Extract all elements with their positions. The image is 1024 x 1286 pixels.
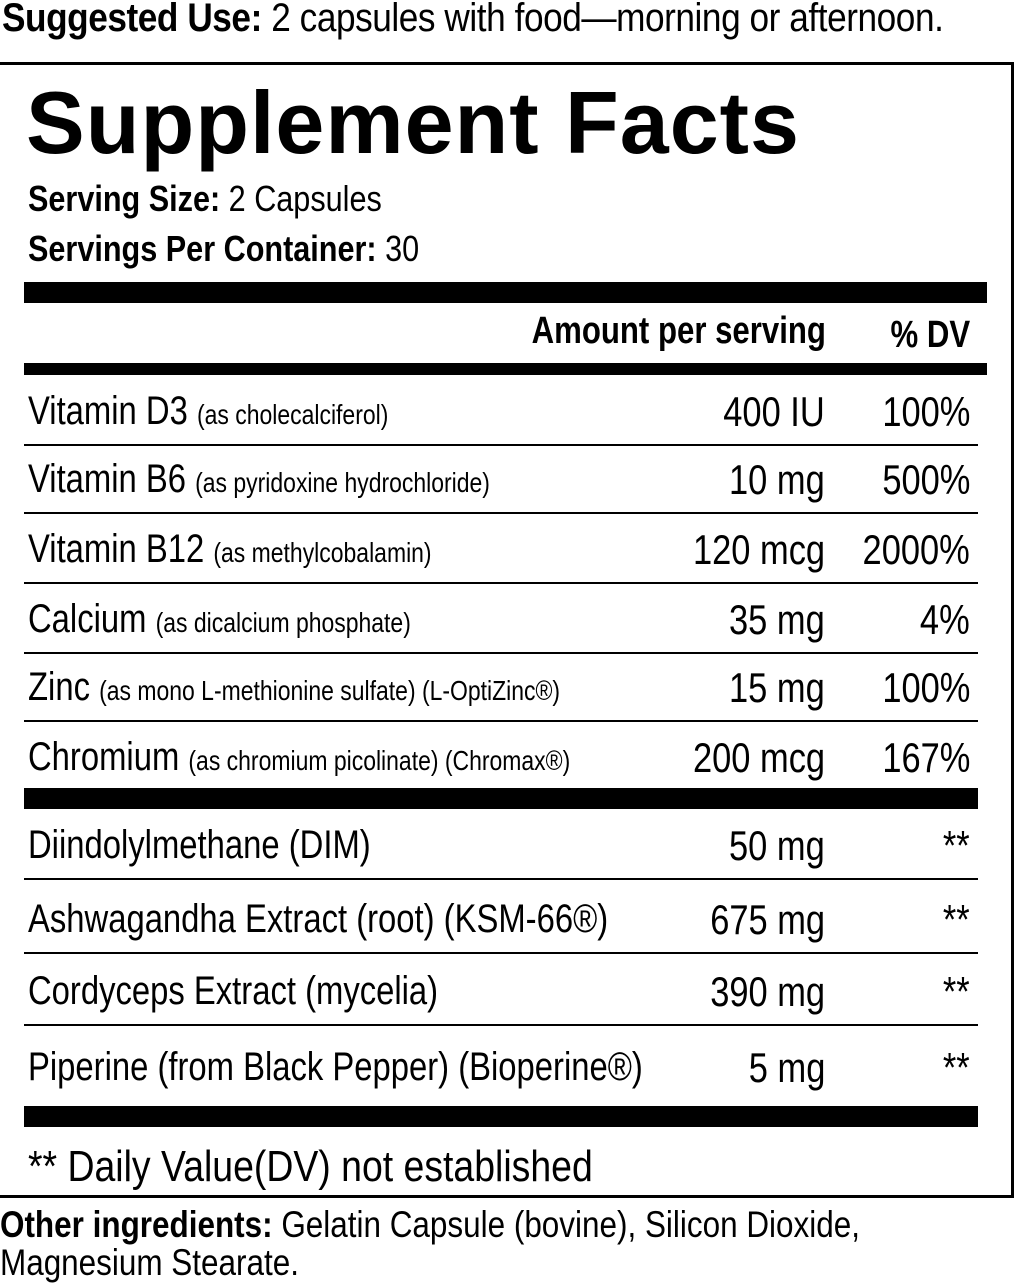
nutrient-name: Zinc (as mono L-methionine sulfate) (L-O… — [28, 665, 560, 710]
row-rule — [24, 1024, 978, 1026]
ingredient-dv: ** — [943, 968, 970, 1015]
suggested-use: Suggested Use: 2 capsules with food—morn… — [2, 0, 944, 41]
nutrient-label: Vitamin B12 — [28, 527, 205, 571]
nutrient-label: Vitamin B6 — [28, 457, 187, 501]
ingredient-row: Ashwagandha Extract (root) (KSM-66®) 675 … — [28, 886, 970, 950]
nutrient-amount: 200 mcg — [692, 734, 825, 781]
nutrient-amount: 15 mg — [729, 664, 825, 711]
nutrient-name: Calcium (as dicalcium phosphate) — [28, 597, 411, 642]
ingredient-name: Ashwagandha Extract (root) (KSM-66®) — [28, 897, 609, 941]
amount-header: Amount per serving — [531, 310, 826, 352]
nutrient-row: Calcium (as dicalcium phosphate) 35 mg 4% — [28, 586, 970, 650]
ingredient-amount: 390 mg — [710, 968, 825, 1015]
thick-divider — [24, 282, 987, 303]
nutrient-source: (as cholecalciferol) — [196, 399, 389, 430]
nutrient-name: Vitamin B6 (as pyridoxine hydrochloride) — [28, 457, 490, 502]
servings-per-container-label: Servings Per Container: — [28, 228, 377, 269]
ingredient-row: Piperine (from Black Pepper) (Bioperine®… — [28, 1034, 970, 1098]
nutrient-dv: 100% — [881, 388, 970, 435]
nutrient-label: Vitamin D3 — [28, 389, 188, 433]
nutrient-row: Vitamin D3 (as cholecalciferol) 400 IU 100… — [28, 378, 970, 442]
ingredient-amount: 675 mg — [710, 896, 825, 943]
nutrient-amount: 120 mcg — [692, 526, 825, 573]
nutrient-source: (as mono L-methionine sulfate) (L-OptiZi… — [99, 675, 561, 706]
ingredient-dv: ** — [943, 822, 970, 869]
nutrient-name: Chromium (as chromium picolinate) (Chrom… — [28, 735, 570, 780]
row-rule — [24, 444, 978, 446]
ingredient-dv: ** — [943, 896, 970, 943]
panel-title: Supplement Facts — [26, 73, 800, 172]
row-rule — [24, 952, 978, 954]
ingredient-row: Diindolylmethane (DIM) 50 mg ** — [28, 812, 970, 876]
row-rule — [24, 878, 978, 880]
suggested-use-label: Suggested Use: — [2, 0, 262, 40]
other-ingredients: Other ingredients: Gelatin Capsule (bovi… — [0, 1206, 978, 1282]
row-rule — [24, 582, 978, 584]
nutrient-row: Chromium (as chromium picolinate) (Chrom… — [28, 724, 970, 788]
nutrient-source: (as chromium picolinate) (Chromax®) — [188, 745, 571, 776]
footnote: ** Daily Value(DV) not established — [28, 1142, 593, 1191]
ingredient-name: Piperine (from Black Pepper) (Bioperine®… — [28, 1045, 643, 1089]
nutrient-dv: 4% — [920, 596, 970, 643]
ingredient-name: Cordyceps Extract (mycelia) — [28, 969, 439, 1013]
serving-size-value: 2 Capsules — [220, 178, 382, 219]
nutrient-label: Calcium — [28, 597, 147, 641]
nutrient-dv: 167% — [881, 734, 970, 781]
nutrient-row: Vitamin B12 (as methylcobalamin) 120 mcg 2… — [28, 516, 970, 580]
nutrient-source: (as pyridoxine hydrochloride) — [195, 467, 490, 498]
bottom-divider — [24, 1106, 978, 1127]
dv-header: % DV — [890, 314, 970, 356]
serving-size: Serving Size: 2 Capsules — [28, 178, 382, 220]
nutrient-label: Chromium — [28, 735, 180, 779]
nutrient-name: Vitamin B12 (as methylcobalamin) — [28, 527, 432, 572]
nutrient-dv: 100% — [881, 664, 970, 711]
ingredient-row: Cordyceps Extract (mycelia) 390 mg ** — [28, 958, 970, 1022]
nutrient-dv: 2000% — [862, 526, 970, 573]
nutrient-source: (as methylcobalamin) — [213, 537, 432, 568]
row-rule — [24, 720, 978, 722]
row-rule — [24, 652, 978, 654]
ingredient-name: Diindolylmethane (DIM) — [28, 823, 371, 867]
ingredient-amount: 5 mg — [748, 1044, 825, 1091]
nutrient-label: Zinc — [28, 665, 90, 709]
row-rule — [24, 512, 978, 514]
nutrient-source: (as dicalcium phosphate) — [155, 607, 411, 638]
nutrient-amount: 400 IU — [723, 388, 825, 435]
nutrient-name: Vitamin D3 (as cholecalciferol) — [28, 389, 388, 434]
servings-per-container: Servings Per Container: 30 — [28, 228, 419, 270]
servings-per-container-value: 30 — [376, 228, 420, 269]
nutrient-row: Zinc (as mono L-methionine sulfate) (L-O… — [28, 654, 970, 718]
nutrient-dv: 500% — [881, 456, 970, 503]
other-ingredients-label: Other ingredients: — [0, 1204, 273, 1245]
ingredient-amount: 50 mg — [729, 822, 825, 869]
other-ingredients-text: Gelatin Capsule (bovine), Silicon Dioxid… — [0, 1204, 860, 1283]
header-divider — [24, 363, 987, 375]
ingredient-dv: ** — [943, 1044, 970, 1091]
supplement-facts-panel — [0, 62, 1014, 1198]
suggested-use-text: 2 capsules with food—morning or afternoo… — [261, 0, 944, 40]
nutrient-amount: 10 mg — [729, 456, 825, 503]
serving-size-label: Serving Size: — [28, 178, 221, 219]
nutrient-row: Vitamin B6 (as pyridoxine hydrochloride)… — [28, 446, 970, 510]
section-divider — [24, 788, 978, 809]
nutrient-amount: 35 mg — [729, 596, 825, 643]
